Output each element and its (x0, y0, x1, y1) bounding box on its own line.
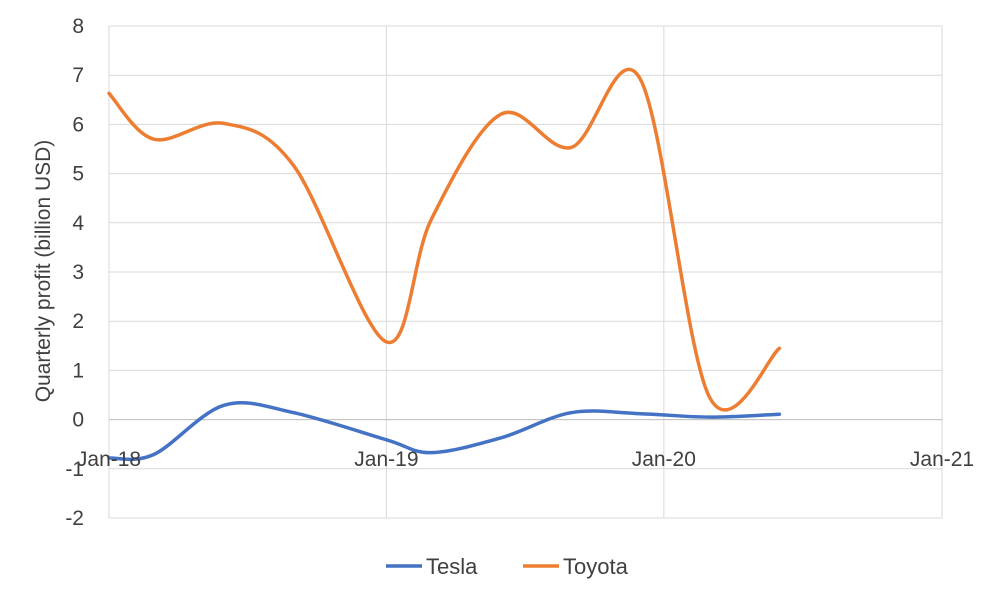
series-line-toyota (107, 67, 782, 412)
y-tick-label: 1 (72, 359, 84, 382)
legend-label-toyota: Toyota (563, 554, 629, 579)
x-tick-label: Jan-20 (632, 448, 696, 471)
series-line-tesla (107, 401, 782, 462)
legend-label-tesla: Tesla (426, 554, 478, 579)
grid-lines (108, 25, 943, 519)
y-axis-title: Quarterly profit (billion USD) (32, 140, 55, 403)
y-tick-label: -1 (65, 458, 84, 481)
x-tick-label: Jan-19 (354, 448, 418, 471)
y-axis-ticks: -2 -1 0 1 2 3 4 5 6 7 8 (65, 15, 84, 530)
y-tick-label: 8 (72, 15, 84, 38)
y-tick-label: 5 (72, 163, 84, 186)
series-lines (107, 67, 782, 462)
y-tick-label: 0 (72, 409, 84, 432)
legend: Tesla Toyota (386, 554, 629, 579)
y-tick-label: 2 (72, 310, 84, 333)
y-tick-label: 6 (72, 113, 84, 136)
y-tick-label: 4 (72, 212, 84, 235)
y-tick-label: -2 (65, 507, 84, 530)
y-tick-label: 7 (72, 64, 84, 87)
x-tick-label: Jan-21 (910, 448, 974, 471)
y-tick-label: 3 (72, 261, 84, 284)
x-axis-ticks: Jan-18 Jan-19 Jan-20 Jan-21 (77, 448, 974, 471)
x-tick-label: Jan-18 (77, 448, 141, 471)
